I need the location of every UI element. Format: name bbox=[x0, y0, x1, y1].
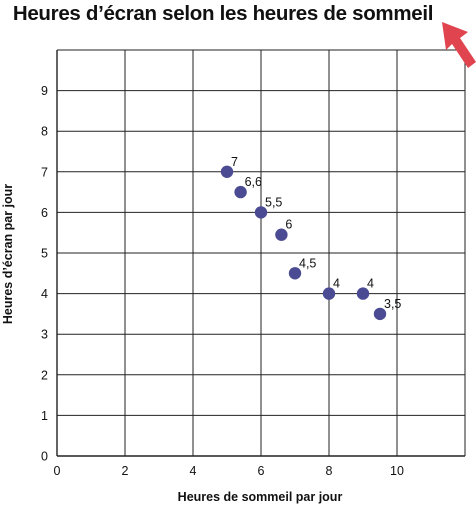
x-tick-label: 10 bbox=[390, 464, 404, 478]
y-tick-label: 0 bbox=[41, 450, 48, 464]
y-tick-label: 6 bbox=[41, 206, 48, 220]
y-tick-label: 9 bbox=[41, 84, 48, 98]
data-label: 4 bbox=[333, 277, 340, 291]
x-axis-label: Heures de sommeil par jour bbox=[177, 490, 343, 504]
data-label: 4,5 bbox=[299, 256, 316, 270]
data-point bbox=[356, 287, 370, 300]
x-tick-label: 0 bbox=[54, 464, 61, 478]
x-tick-label: 2 bbox=[122, 464, 129, 478]
x-axis-ticks: 0 2 4 6 8 10 bbox=[54, 464, 404, 478]
data-point bbox=[288, 267, 302, 280]
y-tick-label: 8 bbox=[41, 125, 48, 139]
y-axis-ticks: 0 1 2 3 4 5 6 7 8 9 bbox=[41, 84, 48, 463]
data-label: 5,5 bbox=[265, 195, 282, 209]
data-label: 4 bbox=[367, 277, 374, 291]
y-tick-label: 3 bbox=[41, 328, 48, 342]
y-tick-label: 4 bbox=[41, 287, 48, 301]
y-tick-label: 2 bbox=[41, 368, 48, 382]
y-tick-label: 7 bbox=[41, 165, 48, 179]
y-tick-label: 5 bbox=[41, 247, 48, 261]
data-label: 3,5 bbox=[384, 297, 401, 311]
chart-title: Heures d’écran selon les heures de somme… bbox=[12, 2, 434, 25]
data-label: 7 bbox=[231, 155, 238, 169]
data-point bbox=[275, 228, 288, 241]
data-point bbox=[322, 287, 336, 300]
data-label: 6 bbox=[285, 218, 292, 232]
data-point bbox=[254, 206, 268, 219]
x-tick-label: 6 bbox=[258, 464, 265, 478]
data-point bbox=[373, 307, 387, 321]
data-points bbox=[220, 165, 387, 321]
y-axis-label: Heures d’écran par jour bbox=[1, 183, 15, 325]
arrow-up-left-icon bbox=[442, 22, 476, 68]
data-point bbox=[220, 165, 234, 178]
x-tick-label: 4 bbox=[190, 464, 197, 478]
data-labels: 7 6,65,56 4,5 4 4 3,5 bbox=[231, 155, 401, 311]
x-tick-label: 8 bbox=[326, 464, 333, 478]
chart-grid bbox=[56, 49, 466, 457]
data-label: 6,6 bbox=[245, 175, 262, 189]
y-tick-label: 1 bbox=[41, 409, 48, 423]
data-point bbox=[234, 185, 247, 199]
